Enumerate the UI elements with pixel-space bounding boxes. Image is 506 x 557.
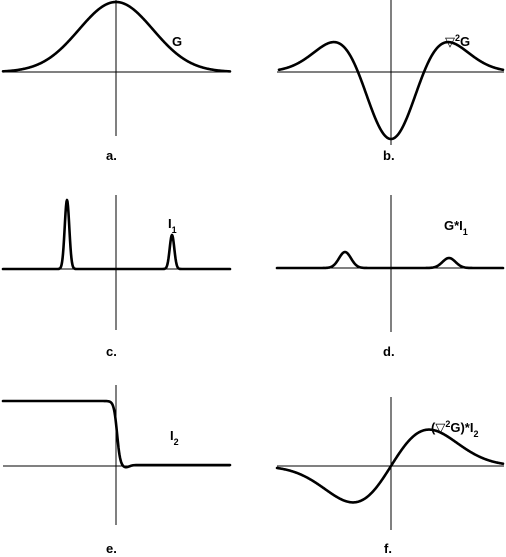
panel-c-curve bbox=[1, 198, 232, 271]
panel-b-label: ▽2G bbox=[445, 33, 470, 49]
panel-a-caption: a. bbox=[106, 148, 117, 163]
label-part: I bbox=[170, 428, 174, 443]
panel-e-label: I2 bbox=[170, 428, 179, 447]
label-part: (▽ bbox=[431, 420, 445, 435]
label-part: 2 bbox=[445, 419, 450, 429]
label-part: 2 bbox=[455, 33, 460, 43]
label-part: 1 bbox=[172, 225, 177, 235]
label-part: G bbox=[460, 34, 470, 49]
label-part: G)*I bbox=[450, 420, 473, 435]
panel-f-label: (▽2G)*I2 bbox=[431, 419, 478, 439]
label-part: 1 bbox=[463, 227, 468, 237]
label-part: ▽ bbox=[445, 34, 455, 49]
panel-c-caption: c. bbox=[106, 344, 117, 359]
label-part: 2 bbox=[473, 429, 478, 439]
label-part: I bbox=[168, 216, 172, 231]
panel-a-label: G bbox=[172, 34, 182, 49]
panel-d: G*I1 d. bbox=[275, 195, 505, 359]
panel-d-caption: d. bbox=[383, 344, 395, 359]
panel-b: ▽2G b. bbox=[277, 0, 505, 163]
panel-b-caption: b. bbox=[383, 148, 395, 163]
panel-d-label: G*I1 bbox=[444, 218, 468, 237]
panel-e-caption: e. bbox=[106, 541, 117, 556]
panel-e-curve bbox=[1, 399, 232, 469]
panel-f-curve bbox=[275, 428, 505, 504]
panel-e: I2 e. bbox=[1, 385, 232, 556]
panel-c-label: I1 bbox=[168, 216, 177, 235]
panel-b-curve bbox=[277, 40, 505, 141]
panel-f: (▽2G)*I2 f. bbox=[275, 397, 505, 556]
panel-a: G a. bbox=[1, 0, 232, 163]
label-part: G bbox=[172, 34, 182, 49]
panel-a-curve bbox=[1, 0, 232, 73]
panel-c: I1 c. bbox=[1, 195, 232, 359]
panel-f-caption: f. bbox=[384, 541, 392, 556]
label-part: G*I bbox=[444, 218, 463, 233]
label-part: 2 bbox=[174, 437, 179, 447]
panel-d-curve bbox=[275, 250, 505, 270]
